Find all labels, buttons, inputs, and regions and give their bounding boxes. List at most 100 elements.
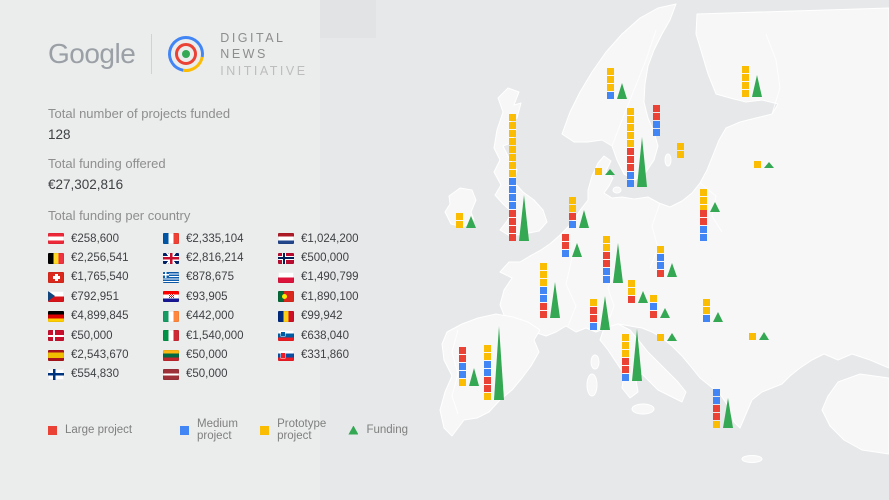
- country-funding-row: €442,000: [163, 307, 278, 326]
- flag-czech-republic-icon: [48, 291, 64, 303]
- flag-united-kingdom-icon: [163, 252, 179, 264]
- legend-label: Prototype project: [277, 418, 327, 442]
- land-continent: [499, 7, 889, 429]
- country-funding-row: €638,040: [278, 326, 393, 345]
- country-funding-row: €500,000: [278, 248, 393, 267]
- country-funding-row: €99,942: [278, 307, 393, 326]
- country-funding-row: €50,000: [48, 326, 163, 345]
- brand-header: Google DIGITAL NEWS INITIATIVE: [48, 29, 308, 80]
- flag-croatia-icon: [163, 291, 179, 303]
- legend-label: Funding: [366, 424, 408, 436]
- country-funding-row: €2,816,214: [163, 248, 278, 267]
- funding-amount: €50,000: [186, 349, 228, 362]
- stat-value: 128: [48, 127, 71, 142]
- country-funding-row: €2,256,541: [48, 248, 163, 267]
- funding-amount: €2,816,214: [186, 252, 244, 265]
- country-funding-row: €1,540,000: [163, 326, 278, 345]
- flag-greece-icon: [163, 271, 179, 283]
- land-anatolia: [821, 373, 889, 455]
- flag-lithuania-icon: [163, 349, 179, 361]
- country-funding-row: €1,890,100: [278, 287, 393, 306]
- funding-column-2: €2,335,104 €2,816,214 €878,675 €93,905 €442,…: [163, 229, 278, 384]
- flag-germany-icon: [48, 310, 64, 322]
- funding-table-title: Total funding per country: [48, 208, 191, 223]
- country-funding-row: €792,951: [48, 287, 163, 306]
- prototype-project-square-icon: [260, 425, 270, 435]
- country-funding-row: €2,543,670: [48, 345, 163, 364]
- country-funding-row: €50,000: [163, 365, 278, 384]
- flag-poland-icon: [278, 271, 294, 283]
- country-funding-row: €50,000: [163, 345, 278, 364]
- flag-slovenia-icon: [278, 330, 294, 342]
- flag-belgium-icon: [48, 252, 64, 264]
- country-funding-row: €4,899,845: [48, 307, 163, 326]
- funding-amount: €2,335,104: [186, 232, 244, 245]
- legend-item-funding: Funding: [348, 420, 408, 440]
- flag-portugal-icon: [278, 291, 294, 303]
- country-funding-row: €1,765,540: [48, 268, 163, 287]
- funding-amount: €50,000: [186, 368, 228, 381]
- flag-latvia-icon: [163, 368, 179, 380]
- brand-divider: [151, 34, 153, 75]
- country-funding-row: €554,830: [48, 365, 163, 384]
- flag-romania-icon: [278, 310, 294, 322]
- stat-label: Total funding offered: [48, 156, 166, 171]
- flag-netherlands-icon: [278, 233, 294, 245]
- funding-amount: €331,860: [301, 349, 349, 362]
- flag-switzerland-icon: [48, 271, 64, 283]
- funding-amount: €442,000: [186, 310, 234, 323]
- funding-column-1: €258,600 €2,256,541 €1,765,540 €792,951 €4,8…: [48, 229, 163, 384]
- funding-amount: €638,040: [301, 329, 349, 342]
- legend-label: Large project: [65, 424, 133, 436]
- dni-line-digital: DIGITAL: [220, 31, 286, 45]
- large-project-square-icon: [48, 425, 57, 435]
- flag-italy-icon: [163, 330, 179, 342]
- google-logo: Google: [48, 38, 136, 70]
- info-panel: Google DIGITAL NEWS INITIATIVE Total num…: [48, 0, 408, 500]
- funding-amount: €4,899,845: [71, 310, 129, 323]
- medium-project-square-icon: [180, 425, 189, 435]
- land-sardinia: [586, 373, 598, 397]
- dni-line-news: NEWS: [220, 47, 268, 62]
- land-italy: [599, 323, 687, 403]
- flag-austria-icon: [48, 233, 64, 245]
- funding-amount: €2,256,541: [71, 252, 129, 265]
- country-funding-row: €1,490,799: [278, 268, 393, 287]
- land-gotland: [664, 153, 672, 167]
- funding-amount: €258,600: [71, 232, 119, 245]
- legend-item-large-project: Large project: [48, 420, 180, 440]
- land-zealand: [612, 186, 622, 194]
- funding-amount: €878,675: [186, 271, 234, 284]
- dni-line-initiative: INITIATIVE: [220, 63, 308, 78]
- legend-item-prototype-project: Prototype project: [260, 418, 348, 442]
- funding-grid: €258,600 €2,256,541 €1,765,540 €792,951 €4,8…: [48, 229, 393, 384]
- country-funding-row: €258,600: [48, 229, 163, 248]
- land-corsica: [590, 354, 600, 370]
- funding-triangle-icon: [348, 425, 359, 435]
- land-sicily: [631, 403, 655, 415]
- country-funding-row: €1,024,200: [278, 229, 393, 248]
- country-funding-row: €331,860: [278, 345, 393, 364]
- dni-bullseye-icon: [161, 29, 212, 80]
- funding-amount: €792,951: [71, 290, 119, 303]
- land-crete: [741, 455, 763, 463]
- funding-amount: €2,543,670: [71, 349, 129, 362]
- stat-label: Total number of projects funded: [48, 106, 231, 121]
- funding-amount: €50,000: [71, 329, 113, 342]
- stat-projects-funded: Total number of projects funded 128: [48, 106, 230, 142]
- funding-amount: €1,765,540: [71, 271, 129, 284]
- funding-amount: €554,830: [71, 368, 119, 381]
- country-funding-row: €93,905: [163, 287, 278, 306]
- flag-finland-icon: [48, 368, 64, 380]
- funding-amount: €1,024,200: [301, 232, 359, 245]
- flag-ireland-icon: [163, 310, 179, 322]
- funding-amount: €1,890,100: [301, 290, 359, 303]
- flag-france-icon: [163, 233, 179, 245]
- flag-denmark-icon: [48, 330, 64, 342]
- flag-norway-icon: [278, 252, 294, 264]
- funding-amount: €99,942: [301, 310, 343, 323]
- funding-amount: €1,540,000: [186, 329, 244, 342]
- stat-funding-offered: Total funding offered €27,302,816: [48, 156, 166, 192]
- legend: Large project Medium project Prototype p…: [48, 418, 408, 442]
